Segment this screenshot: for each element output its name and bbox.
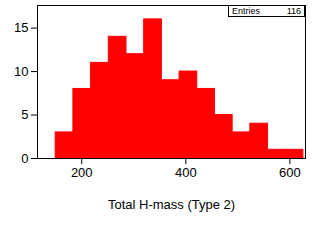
svg-text:600: 600 bbox=[279, 165, 301, 180]
svg-text:200: 200 bbox=[71, 165, 93, 180]
svg-text:5: 5 bbox=[21, 107, 28, 122]
svg-text:10: 10 bbox=[14, 64, 28, 79]
html-text:Entries: Entries bbox=[232, 6, 260, 16]
svg-text:Total H-mass (Type 2): Total H-mass (Type 2) bbox=[108, 197, 235, 212]
svg-text:400: 400 bbox=[175, 165, 197, 180]
svg-text:15: 15 bbox=[14, 20, 28, 35]
html-text:116: 116 bbox=[286, 6, 301, 16]
svg-text:0: 0 bbox=[21, 151, 28, 166]
